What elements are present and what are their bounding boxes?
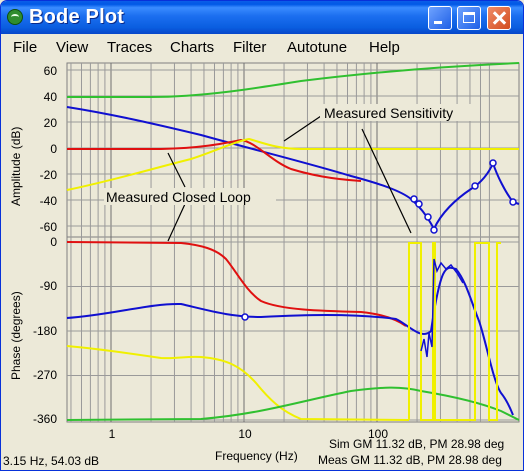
open-loop-phase-noise-trace xyxy=(420,258,464,358)
amp-tick: 20 xyxy=(43,116,57,130)
phase-tick: -180 xyxy=(33,324,58,338)
phase-tick: -270 xyxy=(33,368,58,382)
amp-tick: -20 xyxy=(39,168,57,182)
annotation-measured-closed-loop: Measured Closed Loop xyxy=(106,189,251,205)
closed-loop-amplitude-trace xyxy=(67,138,362,182)
margin-phase-trace xyxy=(66,386,520,421)
amp-tick: 0 xyxy=(50,142,57,156)
title-bar[interactable]: Bode Plot xyxy=(1,1,523,34)
window-title: Bode Plot xyxy=(29,6,125,28)
freq-tick: 1 xyxy=(108,427,116,441)
menu-autotune[interactable]: Autotune xyxy=(287,39,348,56)
app-icon[interactable] xyxy=(7,9,23,25)
freq-tick: 100 xyxy=(367,427,389,441)
menu-charts[interactable]: Charts xyxy=(170,39,215,56)
freq-tick: 10 xyxy=(238,427,252,441)
phase-axis-label: Phase (degrees) xyxy=(9,291,23,380)
sim-margins: Sim GM 11.32 dB, PM 28.98 deg xyxy=(329,437,505,451)
open-loop-phase-trace xyxy=(66,266,514,416)
cursor-readout: 3.15 Hz, 54.03 dB xyxy=(3,454,100,468)
menu-traces[interactable]: Traces xyxy=(107,39,153,56)
minimize-button[interactable] xyxy=(428,6,452,30)
open-loop-phase-margin-trace xyxy=(67,62,520,98)
menu-view[interactable]: View xyxy=(56,39,89,56)
menu-file[interactable]: File xyxy=(13,39,38,56)
sensitivity-phase-trace xyxy=(66,345,410,421)
close-button[interactable] xyxy=(487,6,511,30)
phase-tick: -90 xyxy=(39,279,57,293)
menu-help[interactable]: Help xyxy=(369,39,400,56)
sensitivity-phase-wrap-trace xyxy=(408,242,501,421)
phase-tick: -360 xyxy=(33,412,58,426)
amp-tick: 40 xyxy=(43,90,57,104)
frequency-axis-label: Frequency (Hz) xyxy=(215,449,298,463)
annotation-measured-sensitivity: Measured Sensitivity xyxy=(324,105,453,121)
closed-loop-phase-trace xyxy=(66,241,407,327)
menu-filter[interactable]: Filter xyxy=(233,39,267,56)
maximize-button[interactable] xyxy=(457,6,481,30)
meas-margins: Meas GM 11.32 dB, PM 28.98 deg xyxy=(318,453,502,467)
amplitude-axis-label: Amplitude (dB) xyxy=(9,126,23,206)
amp-tick: -60 xyxy=(39,220,57,234)
amp-tick: 60 xyxy=(43,64,57,78)
sensitivity-amplitude-trace xyxy=(66,137,519,191)
phase-tick: 0 xyxy=(50,235,57,249)
amp-tick: -40 xyxy=(39,194,57,208)
